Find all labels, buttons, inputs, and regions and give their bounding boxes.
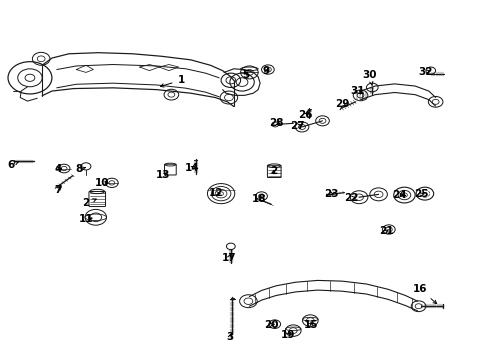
Text: 21: 21 — [378, 226, 392, 236]
Text: 16: 16 — [412, 284, 436, 304]
Text: 5: 5 — [242, 70, 248, 80]
Text: 10: 10 — [95, 178, 109, 188]
Text: 4: 4 — [55, 163, 62, 174]
Text: 17: 17 — [221, 253, 236, 263]
Text: 12: 12 — [208, 188, 223, 198]
Text: 9: 9 — [263, 66, 269, 76]
Text: 11: 11 — [79, 215, 93, 224]
Text: 26: 26 — [298, 111, 312, 121]
Text: 19: 19 — [281, 330, 295, 340]
Text: 28: 28 — [268, 118, 283, 128]
Text: 24: 24 — [391, 190, 406, 200]
Text: 8: 8 — [75, 164, 85, 174]
Text: 18: 18 — [251, 194, 266, 204]
Text: 29: 29 — [334, 99, 348, 109]
Text: 2: 2 — [269, 166, 277, 176]
Text: 13: 13 — [156, 170, 170, 180]
Text: 30: 30 — [362, 70, 376, 86]
Text: 14: 14 — [184, 163, 199, 173]
Text: 22: 22 — [344, 193, 358, 203]
Text: 2: 2 — [82, 198, 96, 208]
Text: 7: 7 — [54, 185, 61, 195]
Text: 31: 31 — [350, 86, 364, 96]
Text: 23: 23 — [324, 189, 338, 199]
Text: 32: 32 — [418, 67, 432, 77]
Text: 25: 25 — [413, 189, 427, 199]
Text: 6: 6 — [8, 160, 18, 170]
Text: 1: 1 — [160, 75, 184, 87]
Text: 27: 27 — [289, 121, 304, 131]
Text: 3: 3 — [226, 332, 233, 342]
Text: 20: 20 — [264, 320, 278, 329]
Text: 15: 15 — [304, 320, 318, 330]
